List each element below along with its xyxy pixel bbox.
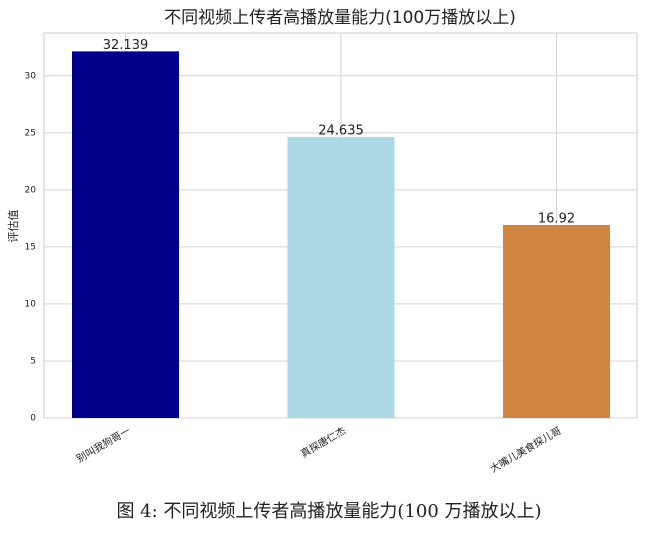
y-tick-label: 5 bbox=[30, 356, 36, 366]
x-tick-label: 真探唐仁杰 bbox=[298, 424, 348, 460]
x-tick-label: 大嘴儿美食探儿哥 bbox=[488, 424, 564, 475]
chart-title: 不同视频上传者高播放量能力(100万播放以上) bbox=[164, 8, 516, 28]
y-tick-label: 15 bbox=[25, 242, 36, 252]
value-label: 32.139 bbox=[103, 38, 149, 53]
value-label: 16.92 bbox=[538, 211, 575, 226]
y-tick-label: 20 bbox=[25, 185, 37, 195]
y-tick-label: 0 bbox=[30, 414, 36, 424]
value-label: 24.635 bbox=[318, 123, 364, 138]
y-tick-label: 10 bbox=[25, 299, 37, 309]
bar bbox=[503, 224, 610, 418]
y-axis-label: 评估值 bbox=[7, 210, 20, 243]
bar bbox=[287, 136, 395, 418]
x-tick-label: 别叫我狗哥一 bbox=[74, 424, 132, 465]
bar bbox=[72, 51, 179, 419]
figure-caption: 图 4: 不同视频上传者高播放量能力(100 万播放以上) bbox=[116, 501, 541, 522]
y-tick-label: 30 bbox=[25, 71, 37, 81]
y-tick-label: 25 bbox=[25, 128, 36, 138]
